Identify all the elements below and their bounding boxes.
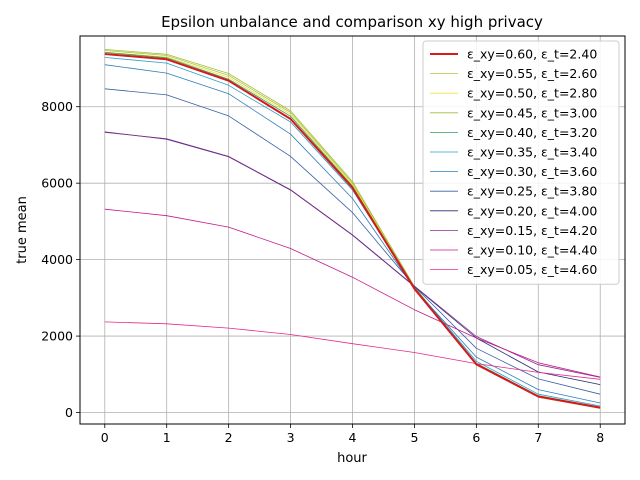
legend-label: ε_xy=0.55, ε_t=2.60 — [467, 66, 597, 81]
legend-label: ε_xy=0.60, ε_t=2.40 — [467, 47, 597, 62]
legend-label: ε_xy=0.05, ε_t=4.60 — [467, 262, 597, 277]
series-line-6 — [104, 64, 601, 404]
x-tick-label: 6 — [472, 430, 480, 445]
x-tick-label: 3 — [287, 430, 295, 445]
legend-label: ε_xy=0.35, ε_t=3.40 — [467, 145, 597, 160]
y-tick-label: 0 — [65, 405, 73, 420]
y-tick-label: 2000 — [41, 329, 73, 344]
legend-label: ε_xy=0.50, ε_t=2.80 — [467, 86, 597, 101]
legend-label: ε_xy=0.25, ε_t=3.80 — [467, 184, 597, 199]
legend-box — [422, 40, 620, 285]
legend-label: ε_xy=0.10, ε_t=4.40 — [467, 243, 597, 258]
legend-label: ε_xy=0.45, ε_t=3.00 — [467, 105, 597, 120]
series-line-9 — [104, 131, 601, 378]
x-tick-label: 4 — [349, 430, 357, 445]
series-line-10 — [104, 208, 601, 378]
x-axis-label: hour — [337, 451, 367, 466]
legend-label: ε_xy=0.20, ε_t=4.00 — [467, 203, 597, 218]
y-tick-label: 4000 — [41, 252, 73, 267]
series-line-0 — [104, 53, 601, 409]
axis-ticks: 0 1 2 3 4 5 6 7 8 0 2000 4000 6000 8000 — [41, 99, 604, 445]
x-tick-label: 7 — [534, 430, 542, 445]
x-tick-label: 5 — [410, 430, 418, 445]
y-tick-label: 8000 — [41, 99, 73, 114]
legend-label: ε_xy=0.40, ε_t=3.20 — [467, 125, 597, 140]
legend: ε_xy=0.60, ε_t=2.40 ε_xy=0.55, ε_t=2.60 ε_… — [422, 40, 620, 285]
x-tick-label: 2 — [225, 430, 233, 445]
series-line-5 — [104, 57, 601, 407]
legend-label: ε_xy=0.30, ε_t=3.60 — [467, 164, 597, 179]
y-axis-label: true mean — [15, 196, 30, 264]
chart-title: Epsilon unbalance and comparison xy high… — [161, 13, 543, 31]
x-tick-label: 1 — [163, 430, 171, 445]
x-tick-label: 0 — [101, 430, 109, 445]
series-line-11 — [104, 321, 601, 380]
y-tick-label: 6000 — [41, 176, 73, 191]
series-lines — [104, 49, 601, 409]
legend-label: ε_xy=0.15, ε_t=4.20 — [467, 223, 597, 238]
x-tick-label: 8 — [596, 430, 604, 445]
series-line-7 — [104, 88, 601, 395]
